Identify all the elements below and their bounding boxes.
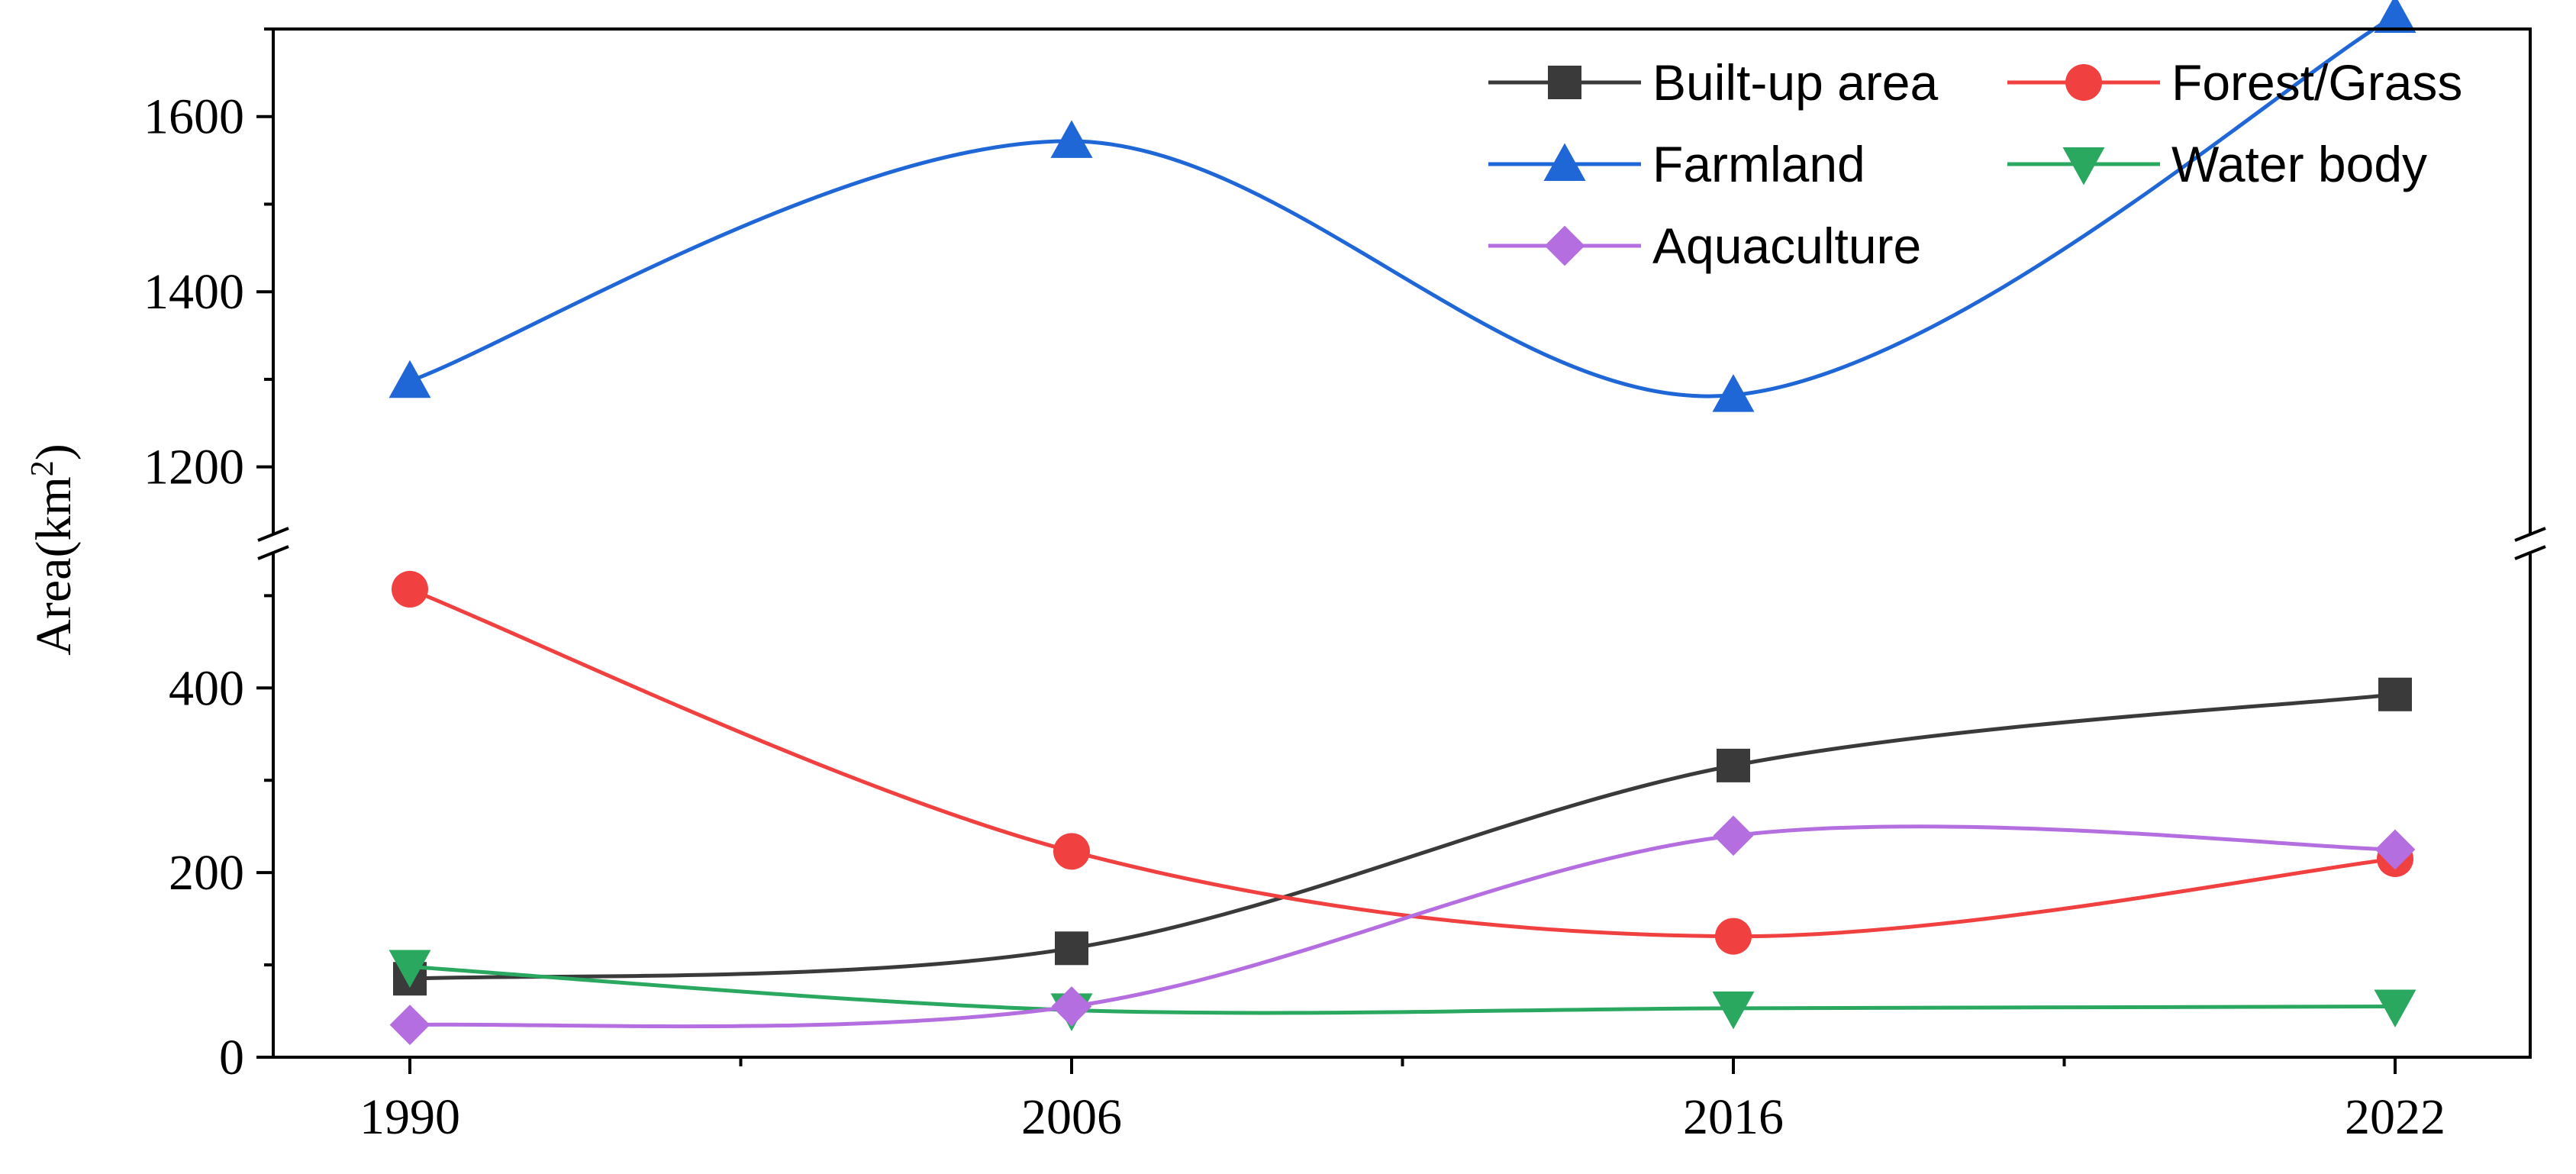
y-tick-label: 1600	[143, 89, 244, 145]
data-point-1990	[388, 950, 431, 988]
y-tick-label: 1200	[143, 440, 244, 495]
series-line	[409, 824, 2396, 1029]
data-point-2022	[2378, 677, 2412, 711]
axis-ticks: 1990 2006 2016 2022 0 200 400 1200 1400 1600	[143, 27, 2445, 1145]
data-point-2022	[2374, 989, 2416, 1027]
axis-break-mark	[257, 545, 289, 560]
legend-item-aquaculture: Aquaculture	[1488, 218, 1921, 274]
legend-label: Farmland	[1652, 136, 1865, 192]
y-tick-label: 200	[169, 845, 244, 901]
axis-break-mark	[257, 527, 289, 542]
legend-label: Aquaculture	[1652, 218, 1921, 274]
series-farmland	[388, 0, 2416, 412]
upper-frame	[272, 27, 2532, 534]
legend-item-built-up-area: Built-up area	[1488, 54, 1939, 111]
data-point-2016	[1712, 374, 1755, 412]
y-tick-label: 1400	[143, 264, 244, 320]
data-point-2006	[1055, 931, 1088, 966]
legend-item-farmland: Farmland	[1488, 136, 1865, 192]
data-point-1990	[388, 360, 431, 398]
y-axis-title-superscript: 2	[25, 460, 60, 476]
series-line	[409, 692, 2396, 981]
x-tick-label: 2022	[2345, 1089, 2445, 1145]
axis-break-mark	[2514, 527, 2546, 542]
legend-label: Water body	[2171, 136, 2427, 192]
data-point-2006	[1051, 986, 1092, 1027]
series-aquaculture	[389, 815, 2416, 1046]
data-point-1990	[392, 570, 428, 608]
series-line	[409, 587, 2396, 939]
legend-label: Forest/Grass	[2171, 54, 2462, 111]
y-axis-title-main: Area(km	[26, 476, 82, 656]
x-tick-label: 2016	[1683, 1089, 1784, 1145]
legend-marker	[1543, 143, 1586, 181]
data-point-2006	[1050, 120, 1093, 158]
series-line	[409, 14, 2397, 398]
data-point-2016	[1715, 918, 1752, 955]
legend-label: Built-up area	[1652, 54, 1939, 111]
y-tick-label: 0	[219, 1030, 244, 1085]
data-point-2016	[1713, 815, 1754, 856]
x-tick-label: 2006	[1021, 1089, 1122, 1145]
series-water-body	[388, 950, 2416, 1031]
axis-break-mark	[2514, 545, 2546, 560]
data-point-2022	[2374, 0, 2416, 33]
y-tick-label: 400	[169, 660, 244, 716]
legend-item-forest-grass: Forest/Grass	[2007, 54, 2462, 111]
data-point-2022	[2374, 829, 2416, 870]
legend-marker	[1544, 225, 1585, 266]
data-point-1990	[389, 1005, 430, 1046]
y-axis-title: Area(km2)	[25, 443, 82, 656]
x-tick-label: 1990	[359, 1089, 460, 1145]
legend: Built-up area Forest/Grass Farmland Water b…	[1488, 54, 2462, 274]
data-point-2006	[1053, 833, 1090, 870]
legend-marker	[2065, 64, 2102, 101]
data-point-2016	[1712, 991, 1755, 1030]
y-axis-title-suffix: )	[26, 443, 82, 460]
data-point-2016	[1717, 748, 1750, 782]
legend-marker	[1548, 66, 1581, 99]
legend-item-water-body: Water body	[2007, 136, 2427, 192]
series-layer	[388, 0, 2416, 1046]
series-line	[409, 964, 2396, 1015]
legend-marker	[2062, 147, 2105, 185]
